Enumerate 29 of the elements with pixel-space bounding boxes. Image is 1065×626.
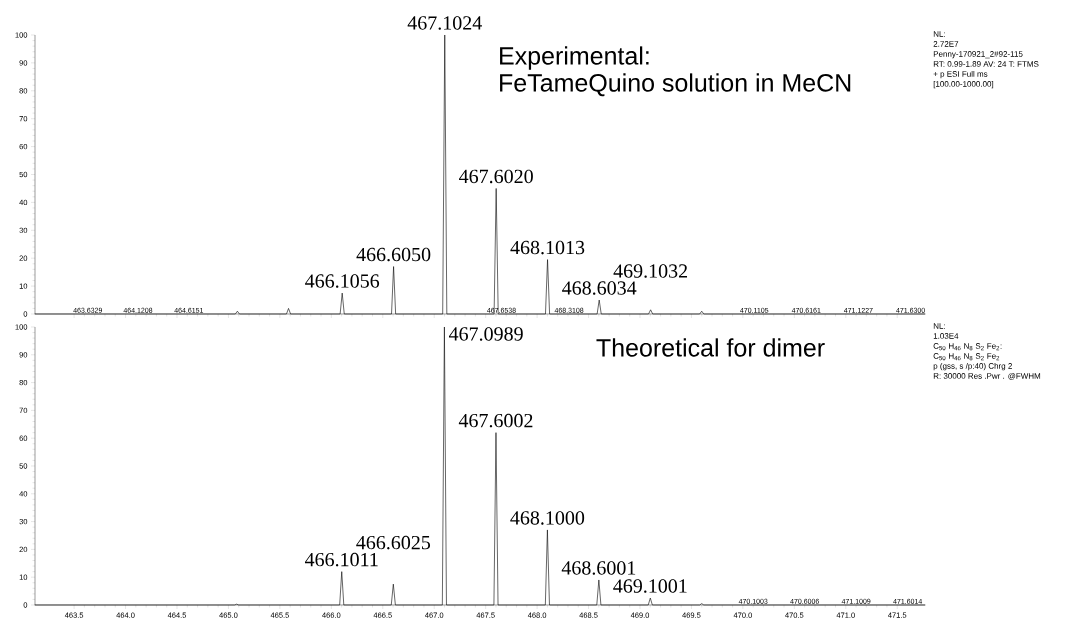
text: NL:: [933, 323, 945, 329]
text: C$_{50}$ H$_{46}$ N$_{8}$ S$_{2}$ Fe$_{2}$:: [933, 343, 1002, 351]
text: NL:: [933, 31, 945, 37]
annotation: 467.0989: [448, 327, 523, 341]
annotation: 468.6034: [562, 281, 637, 295]
annotation: 466.1011: [305, 552, 378, 567]
text: 2.72E7: [933, 41, 959, 47]
annotation: 468.1000: [510, 511, 585, 525]
text: p (gss, s /p:40) Chrg 2: [933, 362, 1012, 371]
annotation: 468.6001: [561, 561, 636, 575]
annotation: 466.1056: [305, 274, 380, 288]
annotation: 467.6020: [459, 169, 533, 184]
text: [100.00-1000.00]: [933, 80, 994, 89]
annotation: 466.6025: [356, 535, 431, 550]
text: + p ESI Full ms: [933, 70, 988, 79]
chart-title: Theoretical for dimer: [596, 338, 825, 357]
annotation: 469.1032: [613, 264, 688, 278]
chart-title: Experimental:: [500, 46, 649, 70]
text: RT: 0.99-1.89 AV: 24 T: FTMS: [933, 61, 1039, 67]
text: Penny-170921_2#92-115: [933, 51, 1023, 59]
annotation: 466.6050: [356, 247, 431, 262]
annotation: 468.1013: [510, 240, 585, 255]
text: 1.03E4: [933, 333, 959, 339]
annotation: 467.6002: [458, 413, 533, 428]
text: C$_{50}$ H$_{46}$ N$_{8}$ S$_{2}$ Fe$_{2}$: [933, 353, 1000, 361]
annotation: 467.1024: [407, 16, 482, 30]
text: FeTameQuino solution in MeCN: [500, 73, 851, 97]
annotation: 469.1001: [613, 579, 687, 593]
text: R: 30000 Res .Pwr . @FWHM: [933, 372, 1041, 380]
